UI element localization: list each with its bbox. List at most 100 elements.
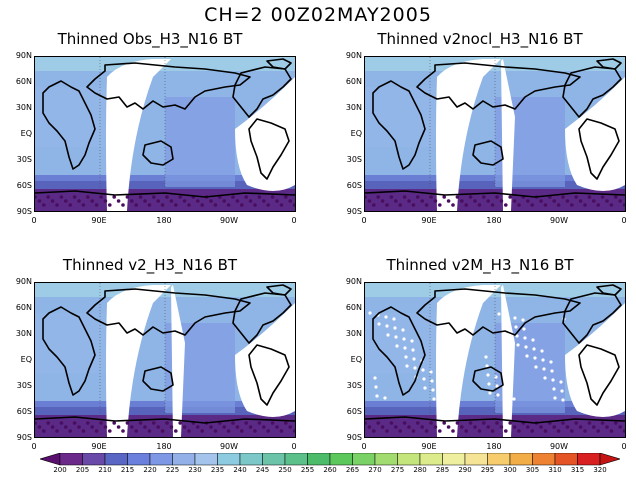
colorbar-swatch <box>59 452 83 466</box>
colorbar-tick-label: 300 <box>503 466 517 474</box>
latitude-tick-label: 30S <box>16 155 32 164</box>
colorbar-tick-label: 220 <box>143 466 157 474</box>
latitude-tick-label: EQ <box>20 129 32 138</box>
colorbar-swatch <box>352 452 376 466</box>
panel-title: Thinned v2_H3_N16 BT <box>62 256 238 274</box>
colorbar-tick-label: 230 <box>188 466 202 474</box>
brightness-temperature-map <box>35 283 295 437</box>
longitude-tick-label: 0 <box>31 442 37 451</box>
colorbar-swatch <box>509 452 533 466</box>
colorbar-tick-label: 285 <box>435 466 450 474</box>
colorbar-tick-label: 270 <box>368 466 382 474</box>
map-area <box>34 56 296 212</box>
latitude-tick-label: 60N <box>345 77 362 86</box>
longitude-tick-label: 180 <box>486 216 502 225</box>
colorbar-min-arrow <box>38 452 61 466</box>
colorbar-swatch <box>172 452 196 466</box>
colorbar-max-arrow <box>599 452 622 466</box>
latitude-tick-label: 90N <box>15 277 32 286</box>
longitude-tick-label: 90W <box>219 216 239 225</box>
latitude-tick-label: 30N <box>345 329 362 338</box>
latitude-tick-label: 30S <box>346 155 362 164</box>
colorbar-tick-label: 275 <box>390 466 405 474</box>
map-panel-obs: Thinned Obs_H3_N16 BT 90N 60N 30N EQ 30S 60S 9… <box>0 30 300 230</box>
colorbar-swatch <box>194 452 218 466</box>
longitude-tick-label: 90E <box>91 216 107 225</box>
longitude-tick-label: 0 <box>361 442 367 451</box>
colorbar-tick-label: 255 <box>300 466 315 474</box>
colorbar-swatch <box>419 452 443 466</box>
longitude-tick-label: 90W <box>549 442 569 451</box>
colorbar-swatch <box>239 452 263 466</box>
colorbar-swatch <box>307 452 331 466</box>
latitude-tick-label: 30N <box>345 103 362 112</box>
latitude-tick-label: 60N <box>15 303 32 312</box>
latitude-tick-label: 60N <box>15 77 32 86</box>
colorbar-swatch <box>104 452 128 466</box>
colorbar-tick-label: 210 <box>98 466 112 474</box>
colorbar-tick-label: 295 <box>480 466 495 474</box>
colorbar-swatch <box>82 452 106 466</box>
colorbar-swatch <box>464 452 488 466</box>
longitude-tick-label: 180 <box>156 216 172 225</box>
colorbar-tick-label: 290 <box>458 466 472 474</box>
colorbar-swatch <box>149 452 173 466</box>
latitude-tick-label: EQ <box>20 355 32 364</box>
latitude-tick-label: 90S <box>16 207 32 216</box>
colorbar-swatch <box>577 452 601 466</box>
colorbar-tick-label: 305 <box>525 466 540 474</box>
longitude-tick-label: 0 <box>291 216 297 225</box>
panel-title: Thinned v2nocl_H3_N16 BT <box>377 30 583 48</box>
longitude-tick-label: 0 <box>361 216 367 225</box>
map-area <box>364 56 626 212</box>
colorbar-tick-label: 205 <box>75 466 90 474</box>
colorbar-tick-label: 265 <box>345 466 360 474</box>
longitude-tick-label: 0 <box>621 442 627 451</box>
colorbar-swatch <box>554 452 578 466</box>
map-panel-v2m: Thinned v2M_H3_N16 BT 90N 60N 30N EQ 30S 60S 9… <box>330 256 630 456</box>
longitude-tick-label: 180 <box>486 442 502 451</box>
latitude-tick-label: 30S <box>16 381 32 390</box>
latitude-tick-label: EQ <box>350 129 362 138</box>
longitude-tick-label: 0 <box>291 442 297 451</box>
map-area <box>364 282 626 438</box>
colorbar-swatch <box>127 452 151 466</box>
colorbar-swatch <box>217 452 241 466</box>
latitude-tick-label: 90S <box>16 433 32 442</box>
panel-title: Thinned Obs_H3_N16 BT <box>57 30 243 48</box>
longitude-tick-label: 90E <box>91 442 107 451</box>
colorbar-tick-label: 245 <box>255 466 270 474</box>
map-panel-v2: Thinned v2_H3_N16 BT 90N 60N 30N EQ 30S 60S 90… <box>0 256 300 456</box>
colorbar-swatch <box>284 452 308 466</box>
colorbar-swatch <box>532 452 556 466</box>
latitude-tick-label: EQ <box>350 355 362 364</box>
latitude-tick-label: 90N <box>345 277 362 286</box>
latitude-tick-label: 30N <box>15 103 32 112</box>
longitude-tick-label: 0 <box>31 216 37 225</box>
latitude-tick-label: 90S <box>346 207 362 216</box>
figure-title: CH=2 00Z02MAY2005 <box>204 4 432 26</box>
colorbar-scale <box>38 452 622 466</box>
colorbar-tick-label: 240 <box>233 466 247 474</box>
colorbar-tick-label: 225 <box>165 466 180 474</box>
latitude-tick-label: 60N <box>345 303 362 312</box>
longitude-tick-label: 90E <box>421 442 437 451</box>
latitude-tick-label: 60S <box>346 407 362 416</box>
latitude-tick-label: 30S <box>346 381 362 390</box>
latitude-tick-label: 60S <box>346 181 362 190</box>
colorbar-tick-label: 320 <box>593 466 607 474</box>
longitude-tick-label: 90E <box>421 216 437 225</box>
latitude-tick-label: 90N <box>345 51 362 60</box>
colorbar-tick-label: 315 <box>570 466 585 474</box>
colorbar-tick-label: 280 <box>413 466 427 474</box>
longitude-tick-label: 90W <box>219 442 239 451</box>
colorbar-tick-label: 250 <box>278 466 292 474</box>
colorbar-tick-label: 310 <box>548 466 562 474</box>
panel-title: Thinned v2M_H3_N16 BT <box>386 256 574 274</box>
colorbar-swatch <box>329 452 353 466</box>
colorbar-swatch <box>374 452 398 466</box>
latitude-tick-label: 60S <box>16 407 32 416</box>
longitude-tick-label: 0 <box>621 216 627 225</box>
map-panel-v2nocl: Thinned v2nocl_H3_N16 BT 90N 60N 30N EQ 30S 6… <box>330 30 630 230</box>
colorbar-swatch <box>397 452 421 466</box>
